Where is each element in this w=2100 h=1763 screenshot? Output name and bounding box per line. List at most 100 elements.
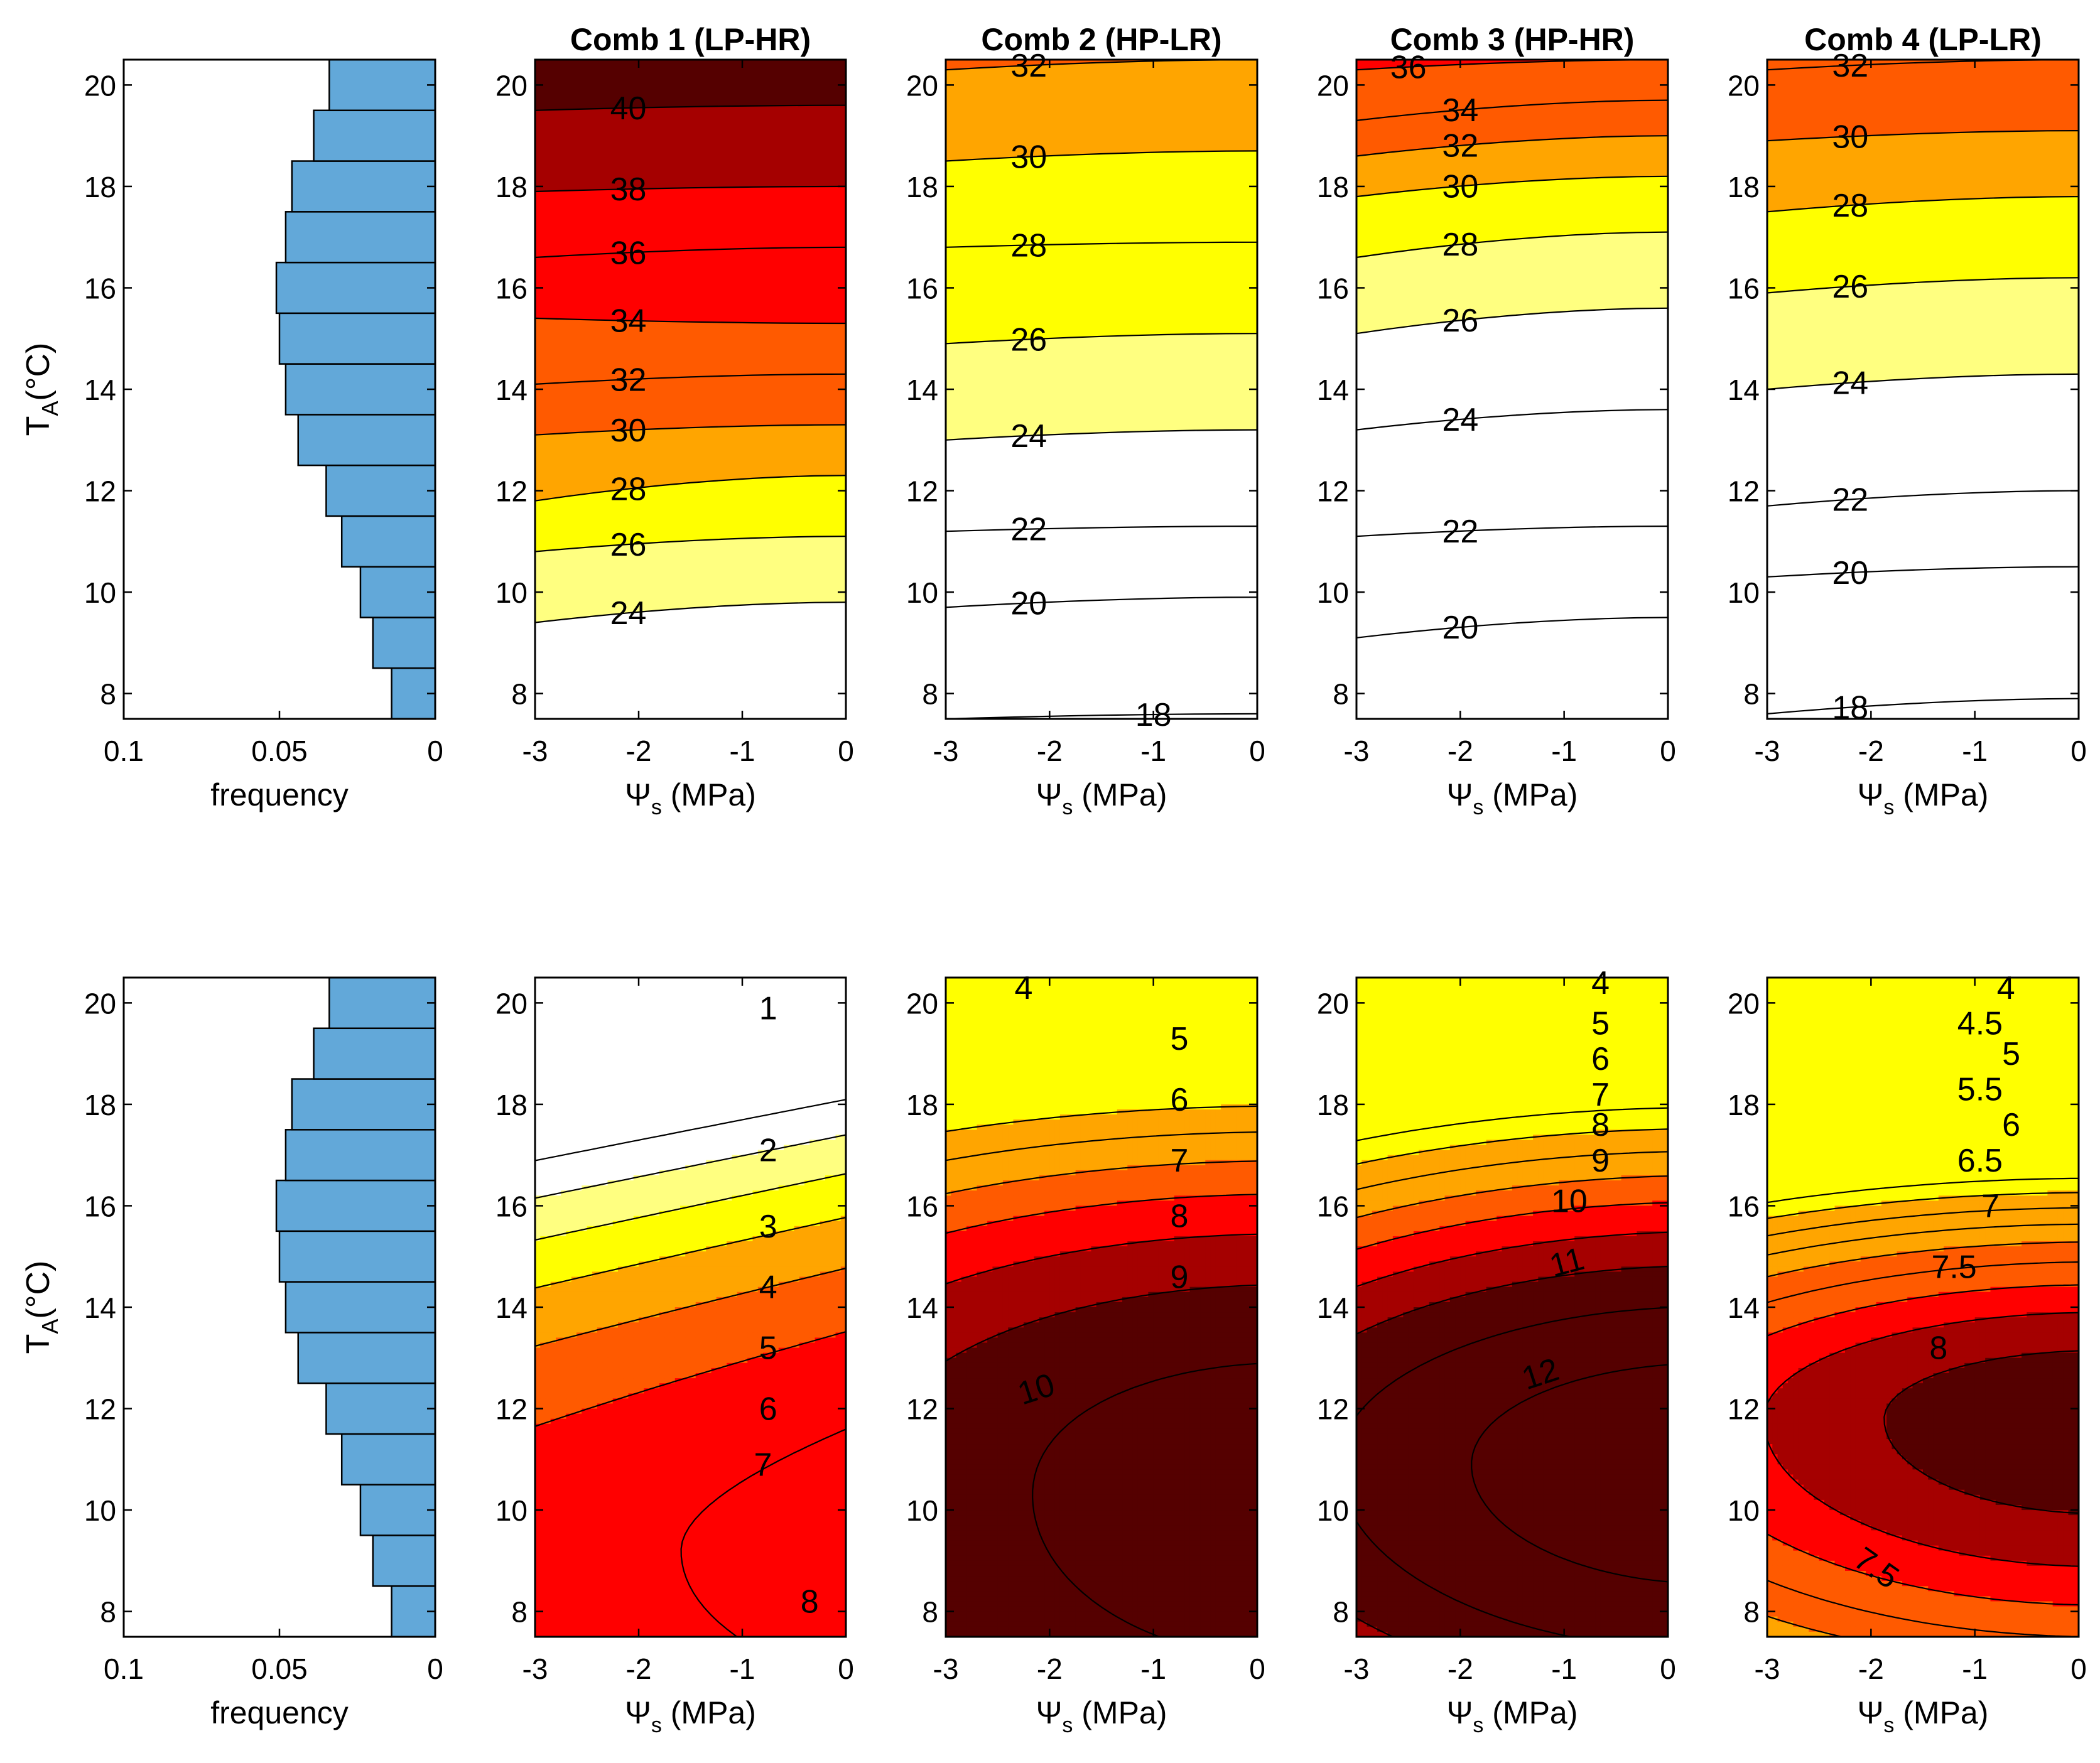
bottom-panel-1-fill-cell	[804, 1003, 810, 1008]
bottom-panel-1-fill-cell	[696, 1074, 701, 1079]
bottom-panel-1-fill-cell	[592, 1104, 598, 1110]
bottom-panel-1-fill-cell	[556, 1175, 561, 1181]
bottom-panel-1-fill-cell	[737, 1266, 743, 1272]
bottom-panel-1-fill-cell	[634, 1135, 639, 1140]
bottom-panel-1-fill-cell	[685, 1099, 691, 1105]
bottom-panel-1-fill-cell	[623, 1170, 629, 1176]
bottom-panel-1-fill-cell	[784, 1307, 789, 1313]
bottom-panel-1-fill-cell	[602, 1135, 608, 1140]
bottom-panel-1-fill-cell	[747, 1119, 753, 1125]
bottom-panel-1-fill-cell	[701, 1135, 706, 1140]
bottom-panel-1-fill-cell	[629, 1124, 634, 1130]
bottom-panel-1-fill-cell	[804, 1089, 810, 1095]
bottom-panel-1-fill-cell	[804, 1190, 810, 1196]
bottom-panel-1-fill-cell	[804, 1271, 810, 1277]
bottom-panel-1-fill-cell	[561, 1205, 566, 1211]
bottom-panel-1-fill-cell	[623, 1271, 629, 1277]
bottom-panel-1-fill-cell	[779, 1018, 784, 1024]
bottom-panel-1-fill-cell	[582, 1140, 587, 1145]
bottom-panel-1-fill-cell	[804, 983, 810, 988]
bottom-panel-1-fill-cell	[587, 1013, 593, 1019]
bottom-panel-1-fill-cell	[696, 1099, 701, 1105]
bottom-panel-1-fill-cell	[820, 1043, 826, 1049]
bottom-panel-1-fill-cell	[722, 1261, 727, 1267]
bottom-panel-1-fill-cell	[712, 1211, 717, 1217]
bottom-panel-1-fill-cell	[582, 1221, 587, 1227]
bottom-panel-1-fill-cell	[592, 1049, 598, 1054]
bottom-panel-1-fill-cell	[659, 993, 665, 998]
bottom-panel-1-fill-cell	[836, 1145, 842, 1151]
bottom-panel-1-fill-cell	[809, 1185, 815, 1191]
bottom-panel-1-fill-cell	[753, 1277, 759, 1283]
bottom-panel-1-fill-cell	[576, 1028, 582, 1034]
bottom-panel-1-fill-cell	[592, 1216, 598, 1222]
bottom-panel-1-fill-cell	[659, 1043, 665, 1049]
bottom-panel-1-fill-cell	[556, 1236, 561, 1242]
bottom-panel-1-fill-cell	[712, 1231, 717, 1237]
top-histogram-bar	[279, 313, 435, 364]
bottom-histogram-bar	[286, 1282, 435, 1333]
bottom-panel-1-fill-cell	[717, 993, 722, 998]
bottom-panel-1-fill-cell	[799, 1312, 805, 1318]
bottom-panel-1-fill-cell	[737, 1043, 743, 1049]
bottom-panel-1-fill-cell	[566, 1241, 572, 1247]
bottom-panel-1-fill-cell	[836, 1231, 842, 1237]
bottom-panel-1-fill-cell	[815, 1043, 821, 1049]
bottom-panel-1-fill-cell	[809, 1119, 815, 1125]
bottom-panel-1-fill-cell	[644, 1185, 649, 1191]
bottom-panel-1-fill-cell	[623, 1312, 629, 1318]
bottom-panel-1-fill-cell	[779, 1246, 784, 1252]
bottom-panel-1-fill-cell	[825, 1023, 831, 1029]
bottom-panel-1-fill-cell	[753, 988, 759, 993]
bottom-panel-1-fill-cell	[664, 1008, 670, 1013]
bottom-panel-1-fill-cell	[629, 988, 634, 993]
bottom-panel-1-fill-cell	[784, 1155, 789, 1161]
bottom-panel-1-fill-cell	[644, 1079, 649, 1085]
bottom-panel-1-fill-cell	[706, 1018, 712, 1024]
bottom-panel-1-fill-cell	[732, 1256, 738, 1262]
bottom-panel-1-fill-cell	[830, 1150, 836, 1156]
bottom-panel-1-fill-cell	[712, 1282, 717, 1288]
bottom-panel-1-fill-cell	[722, 1064, 727, 1069]
bottom-panel-1-fill-cell	[685, 1261, 691, 1267]
bottom-panel-1-fill-cell	[566, 1079, 572, 1085]
bottom-panel-1-fill-cell	[732, 1216, 738, 1222]
bottom-panel-1-fill-cell	[706, 1312, 712, 1318]
bottom-panel-1-fill-cell	[644, 1307, 649, 1313]
bottom-panel-1-fill-cell	[602, 1216, 608, 1222]
bottom-panel-1-fill-cell	[712, 1038, 717, 1044]
bottom-panel-1-fill-cell	[784, 1231, 789, 1237]
bottom-panel-1-fill-cell	[571, 1170, 577, 1176]
bottom-panel-1-fill-cell	[753, 1094, 759, 1100]
bottom-panel-1-fill-cell	[701, 1231, 706, 1237]
bottom-panel-1-fill-cell	[654, 1190, 660, 1196]
bottom-panel-1-fill-cell	[675, 1292, 681, 1298]
bottom-panel-1-fill-cell	[654, 1059, 660, 1064]
bottom-panel-1-fill-cell	[571, 1241, 577, 1247]
bottom-panel-1-fill-cell	[546, 1089, 551, 1095]
bottom-panel-1-fill-cell	[664, 1190, 670, 1196]
bottom-panel-1-fill-cell	[664, 1271, 670, 1277]
bottom-panel-1-fill-cell	[639, 1307, 644, 1313]
bottom-panel-1-fill-cell	[566, 1256, 572, 1262]
bottom-panel-1-fill-cell	[623, 1292, 629, 1298]
bottom-panel-1-fill-cell	[820, 1013, 826, 1019]
bottom-panel-1-fill-cell	[747, 1104, 753, 1110]
bottom-panel-1-fill-cell	[540, 1271, 546, 1277]
bottom-panel-1-fill-cell	[654, 1049, 660, 1054]
bottom-panel-1-fill-cell	[685, 1175, 691, 1181]
bottom-panel-1-fill-cell	[556, 1292, 561, 1298]
bottom-panel-1-fill-cell	[815, 1241, 821, 1247]
bottom-panel-1-fill-cell	[561, 1282, 566, 1288]
bottom-panel-1-fill-cell	[571, 1038, 577, 1044]
bottom-panel-1-fill-cell	[701, 983, 706, 988]
bottom-panel-1-fill-cell	[608, 1018, 614, 1024]
bottom-panel-1-fill-cell	[639, 1049, 644, 1054]
bottom-panel-1-fill-cell	[634, 1307, 639, 1313]
bottom-panel-1-fill-cell	[613, 1200, 619, 1206]
bottom-panel-1-fill-cell	[794, 1241, 800, 1247]
bottom-panel-1-fill-cell	[597, 1307, 603, 1313]
bottom-panel-1-fill-cell	[742, 983, 748, 988]
bottom-panel-1-fill-cell	[618, 1282, 624, 1288]
bottom-panel-1-fill-cell	[587, 1246, 593, 1252]
